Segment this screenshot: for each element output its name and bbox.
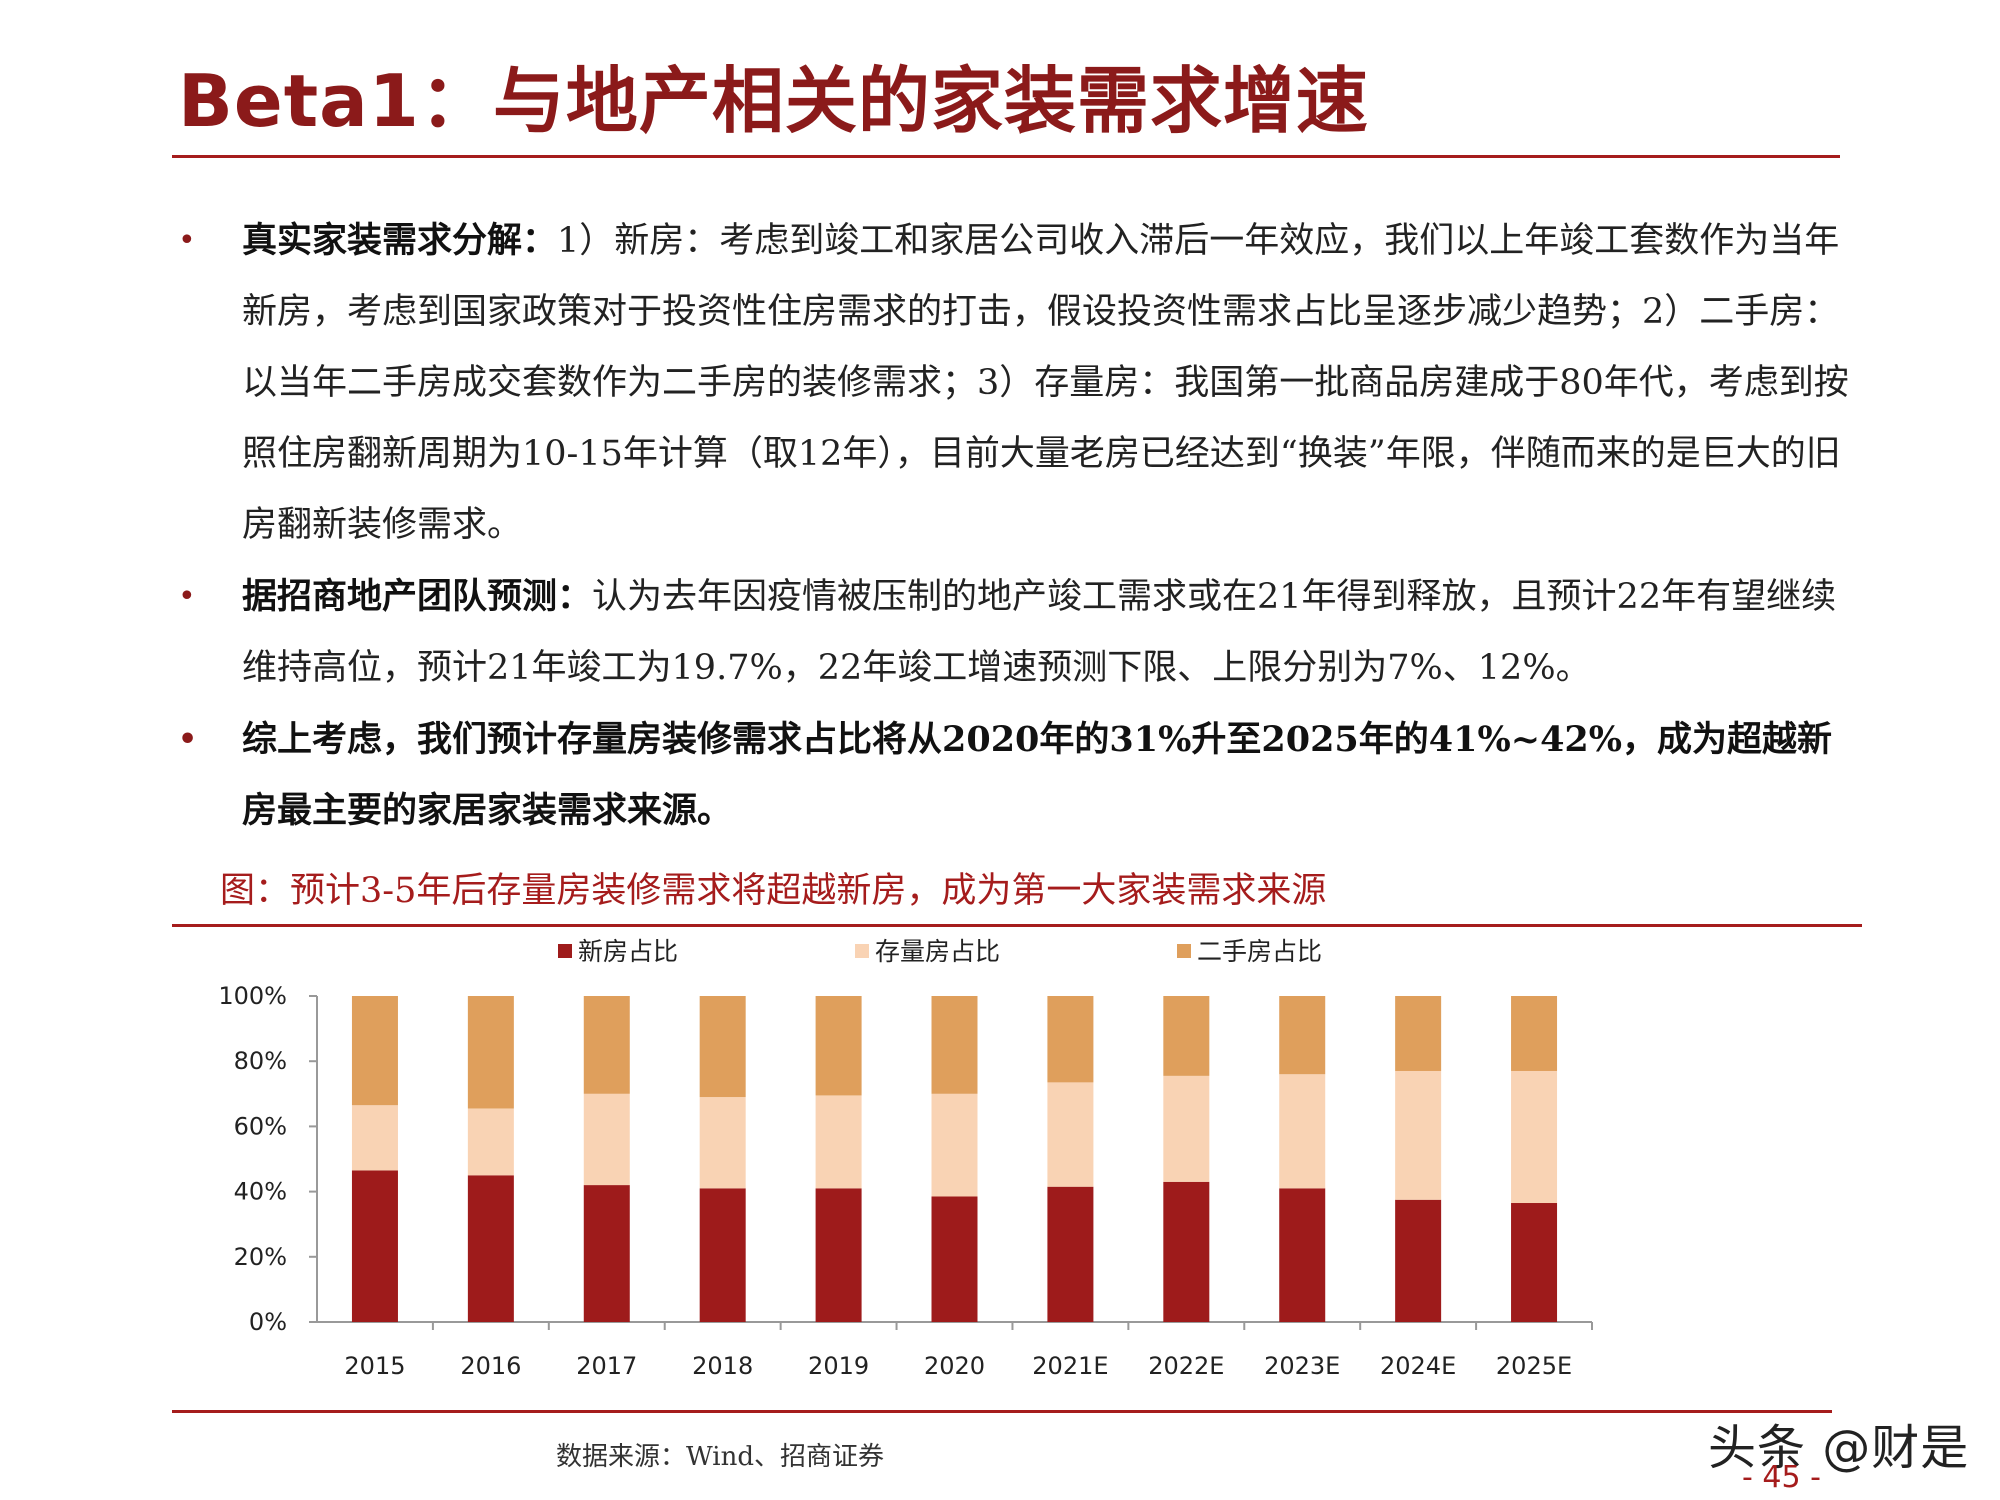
bar-segment — [583, 1093, 630, 1186]
bar-segment — [351, 1170, 398, 1322]
bar-segment — [1395, 1070, 1442, 1200]
x-tick-label: 2020 — [924, 1352, 985, 1380]
x-tick-label: 2024E — [1380, 1352, 1456, 1380]
bar-segment — [931, 1093, 978, 1197]
bar-segment — [699, 996, 746, 1098]
data-source: 数据来源：Wind、招商证券 — [556, 1442, 884, 1472]
bar-segment — [351, 996, 398, 1106]
chart-legend: 新房占比 存量房占比 二手房占比 — [558, 937, 1322, 966]
bar-segment — [1395, 1199, 1442, 1322]
figure-divider-top — [172, 924, 1862, 927]
bar-segment — [1511, 996, 1558, 1071]
legend-label: 新房占比 — [578, 937, 678, 966]
x-tick-label: 2021E — [1032, 1352, 1108, 1380]
bar-segment — [931, 1196, 978, 1322]
y-tick-label: 20% — [234, 1243, 287, 1271]
bar-segment — [1163, 1075, 1210, 1182]
bar-segment — [815, 1095, 862, 1189]
legend-swatch — [1177, 944, 1191, 958]
x-tick-label: 2019 — [808, 1352, 869, 1380]
watermark: 头条 @财是 — [1708, 1420, 1970, 1476]
x-tick-label: 2022E — [1148, 1352, 1224, 1380]
bar-segment — [1511, 1203, 1558, 1322]
y-tick-label: 100% — [218, 982, 287, 1010]
bullet-marker: • — [178, 223, 196, 258]
bar-segment — [1047, 1186, 1094, 1322]
legend-label: 二手房占比 — [1197, 937, 1322, 966]
bullet-item-conclusion: • 综上考虑，我们预计存量房装修需求占比将从2020年的31%升至2025年的4… — [172, 704, 1852, 846]
bullet-lead: 据招商地产团队预测： — [242, 576, 593, 617]
y-tick-label: 40% — [234, 1178, 287, 1206]
x-tick-label: 2018 — [692, 1352, 753, 1380]
x-tick-label: 2023E — [1264, 1352, 1340, 1380]
legend-swatch — [855, 944, 869, 958]
bullet-list: • 真实家装需求分解：1）新房：考虑到竣工和家居公司收入滞后一年效应，我们以上年… — [172, 205, 1852, 846]
legend-swatch — [558, 944, 572, 958]
bullet-item-forecast: • 据招商地产团队预测：认为去年因疫情被压制的地产竣工需求或在21年得到释放，且… — [172, 561, 1852, 704]
page-number: - 45 - — [1742, 1460, 1821, 1495]
bar-segment — [583, 996, 630, 1094]
bar-segment — [1279, 996, 1326, 1075]
x-tick-label: 2015 — [344, 1352, 405, 1380]
y-tick-label: 60% — [234, 1112, 287, 1140]
x-tick-label: 2025E — [1496, 1352, 1572, 1380]
y-tick-label: 0% — [249, 1308, 287, 1336]
stacked-bar-chart: 新房占比 存量房占比 二手房占比 2015 2016 2017 2018 2019 2020 2… — [218, 937, 1593, 1380]
bullet-item-decomposition: • 真实家装需求分解：1）新房：考虑到竣工和家居公司收入滞后一年效应，我们以上年… — [172, 205, 1852, 561]
bar-segment — [815, 1188, 862, 1322]
bar-segment — [1279, 1074, 1326, 1189]
bar-segment — [467, 1175, 514, 1322]
bar-segment — [1279, 1188, 1326, 1322]
bar-segment — [815, 996, 862, 1096]
title-divider — [172, 155, 1840, 158]
chart-x-tick-labels: 2015 2016 2017 2018 2019 2020 2021E 2022E 2023E 2… — [344, 1352, 1572, 1380]
page-title: Beta1：与地产相关的家装需求增速 — [178, 59, 1369, 143]
bar-segment — [1047, 996, 1094, 1083]
bar-segment — [1163, 1181, 1210, 1322]
figure-divider-bottom — [172, 1410, 1832, 1413]
figure-caption: 图：预计3-5年后存量房装修需求将超越新房，成为第一大家装需求来源 — [220, 871, 1327, 911]
bullet-marker: • — [178, 579, 196, 614]
bar-segment — [1047, 1082, 1094, 1187]
chart-y-tick-labels: 0% 20% 40% 60% 80% 100% — [218, 982, 287, 1336]
bar-segment — [1395, 996, 1442, 1071]
bar-segment — [1511, 1070, 1558, 1204]
bar-segment — [699, 1097, 746, 1189]
x-tick-label: 2017 — [576, 1352, 637, 1380]
bar-segment — [583, 1185, 630, 1322]
bullet-marker: • — [178, 722, 198, 757]
legend-label: 存量房占比 — [875, 937, 1000, 966]
y-tick-label: 80% — [234, 1047, 287, 1075]
bullet-text: 综上考虑，我们预计存量房装修需求占比将从2020年的31%升至2025年的41%… — [242, 719, 1833, 831]
bullet-text: 1）新房：考虑到竣工和家居公司收入滞后一年效应，我们以上年竣工套数作为当年新房，… — [242, 221, 1849, 545]
bar-segment — [467, 1108, 514, 1176]
bar-segment — [1163, 996, 1210, 1076]
x-tick-label: 2016 — [460, 1352, 521, 1380]
bar-segment — [467, 996, 514, 1109]
bar-segment — [699, 1188, 746, 1322]
bar-segment — [931, 996, 978, 1094]
chart-bars — [351, 996, 1558, 1322]
bar-segment — [351, 1105, 398, 1171]
bullet-text: 认为去年因疫情被压制的地产竣工需求或在21年得到释放，且预计22年有望继续维持高… — [242, 577, 1837, 688]
bullet-lead: 真实家装需求分解： — [242, 220, 558, 261]
